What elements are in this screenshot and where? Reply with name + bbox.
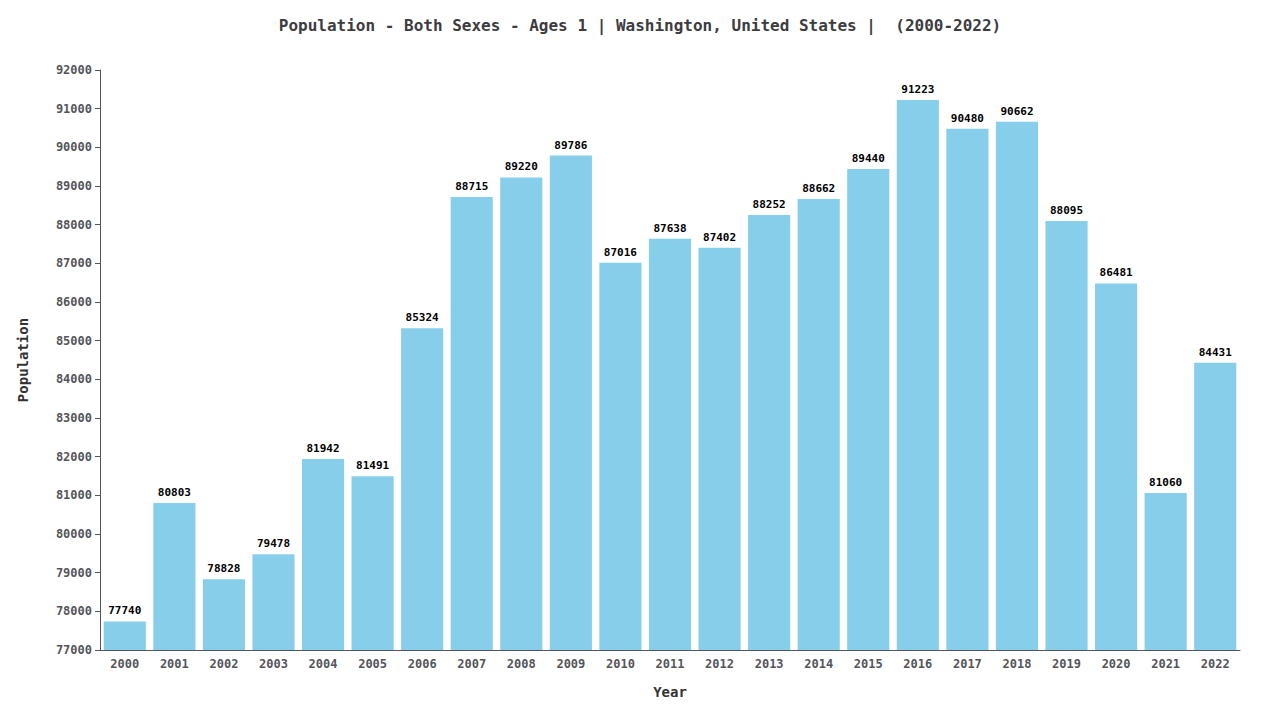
svg-text:2013: 2013 (755, 657, 784, 671)
svg-text:Year: Year (653, 684, 687, 700)
svg-text:2005: 2005 (358, 657, 387, 671)
svg-text:2021: 2021 (1151, 657, 1180, 671)
svg-text:88000: 88000 (56, 218, 92, 232)
svg-text:88662: 88662 (802, 182, 835, 195)
svg-text:86000: 86000 (56, 295, 92, 309)
svg-text:81491: 81491 (356, 459, 389, 472)
svg-text:87638: 87638 (653, 222, 686, 235)
svg-text:92000: 92000 (56, 63, 92, 77)
svg-text:2016: 2016 (903, 657, 932, 671)
svg-text:2017: 2017 (953, 657, 982, 671)
svg-text:2014: 2014 (804, 657, 833, 671)
svg-text:2019: 2019 (1052, 657, 1081, 671)
svg-text:78828: 78828 (207, 562, 240, 575)
svg-text:90662: 90662 (1000, 105, 1033, 118)
svg-text:80000: 80000 (56, 527, 92, 541)
svg-text:81942: 81942 (306, 442, 339, 455)
svg-text:78000: 78000 (56, 604, 92, 618)
svg-text:2011: 2011 (656, 657, 685, 671)
svg-text:2018: 2018 (1003, 657, 1032, 671)
svg-text:84431: 84431 (1199, 346, 1232, 359)
svg-text:2009: 2009 (556, 657, 585, 671)
svg-text:88252: 88252 (753, 198, 786, 211)
svg-text:2015: 2015 (854, 657, 883, 671)
svg-text:2008: 2008 (507, 657, 536, 671)
svg-text:2006: 2006 (408, 657, 437, 671)
svg-text:79000: 79000 (56, 566, 92, 580)
svg-text:90000: 90000 (56, 140, 92, 154)
svg-text:2002: 2002 (209, 657, 238, 671)
svg-text:85000: 85000 (56, 334, 92, 348)
svg-text:90480: 90480 (951, 112, 984, 125)
svg-text:2020: 2020 (1102, 657, 1131, 671)
svg-text:Population: Population (15, 318, 31, 402)
svg-text:89220: 89220 (505, 160, 538, 173)
svg-text:84000: 84000 (56, 372, 92, 386)
svg-text:89786: 89786 (554, 139, 587, 152)
svg-text:88095: 88095 (1050, 204, 1083, 217)
svg-text:87402: 87402 (703, 231, 736, 244)
svg-text:80803: 80803 (158, 486, 191, 499)
svg-text:Population - Both Sexes - Ages: Population - Both Sexes - Ages 1 | Washi… (279, 16, 1001, 36)
svg-text:2000: 2000 (110, 657, 139, 671)
svg-text:2007: 2007 (457, 657, 486, 671)
svg-text:82000: 82000 (56, 450, 92, 464)
svg-text:91223: 91223 (901, 83, 934, 96)
svg-text:89440: 89440 (852, 152, 885, 165)
svg-text:85324: 85324 (406, 311, 439, 324)
svg-text:2004: 2004 (309, 657, 338, 671)
svg-text:83000: 83000 (56, 411, 92, 425)
svg-text:86481: 86481 (1100, 266, 1133, 279)
svg-text:89000: 89000 (56, 179, 92, 193)
svg-text:77000: 77000 (56, 643, 92, 657)
svg-text:2010: 2010 (606, 657, 635, 671)
svg-text:2022: 2022 (1201, 657, 1230, 671)
svg-text:77740: 77740 (108, 604, 141, 617)
svg-text:81060: 81060 (1149, 476, 1182, 489)
svg-text:2012: 2012 (705, 657, 734, 671)
svg-text:91000: 91000 (56, 102, 92, 116)
svg-text:79478: 79478 (257, 537, 290, 550)
svg-text:81000: 81000 (56, 488, 92, 502)
svg-text:87000: 87000 (56, 256, 92, 270)
svg-text:2001: 2001 (160, 657, 189, 671)
svg-text:88715: 88715 (455, 180, 488, 193)
svg-text:87016: 87016 (604, 246, 637, 259)
svg-text:2003: 2003 (259, 657, 288, 671)
